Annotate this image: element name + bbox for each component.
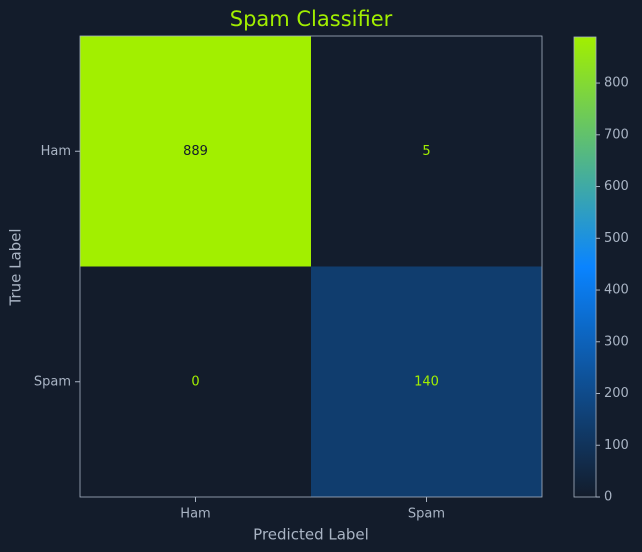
colorbar-tick-label: 200 xyxy=(604,386,629,401)
cell-label: 5 xyxy=(422,144,430,159)
cell xyxy=(311,266,542,497)
y-tick-label: Ham xyxy=(41,144,71,159)
colorbar-tick-label: 0 xyxy=(604,490,612,505)
x-axis-label: Predicted Label xyxy=(253,526,369,544)
colorbar-tick-label: 300 xyxy=(604,334,629,349)
x-tick-label: Spam xyxy=(408,507,445,522)
colorbar xyxy=(573,36,597,498)
cell-label: 0 xyxy=(191,374,199,389)
cell-label: 889 xyxy=(183,144,208,159)
x-tick-label: Ham xyxy=(180,507,210,522)
colorbar-tick-label: 500 xyxy=(604,231,629,246)
plot-frame xyxy=(79,35,543,498)
colorbar-tick-label: 400 xyxy=(604,283,629,298)
chart-title: Spam Classifier xyxy=(230,7,393,31)
cell xyxy=(311,36,542,267)
cell xyxy=(80,266,311,497)
colorbar-tick-label: 700 xyxy=(604,127,629,142)
colorbar-tick-label: 100 xyxy=(604,438,629,453)
cell-label: 140 xyxy=(414,374,439,389)
colorbar-tick-label: 600 xyxy=(604,179,629,194)
cell xyxy=(80,36,311,267)
y-axis-label: True Label xyxy=(7,228,25,306)
y-tick-label: Spam xyxy=(34,374,71,389)
colorbar-tick-label: 800 xyxy=(604,76,629,91)
